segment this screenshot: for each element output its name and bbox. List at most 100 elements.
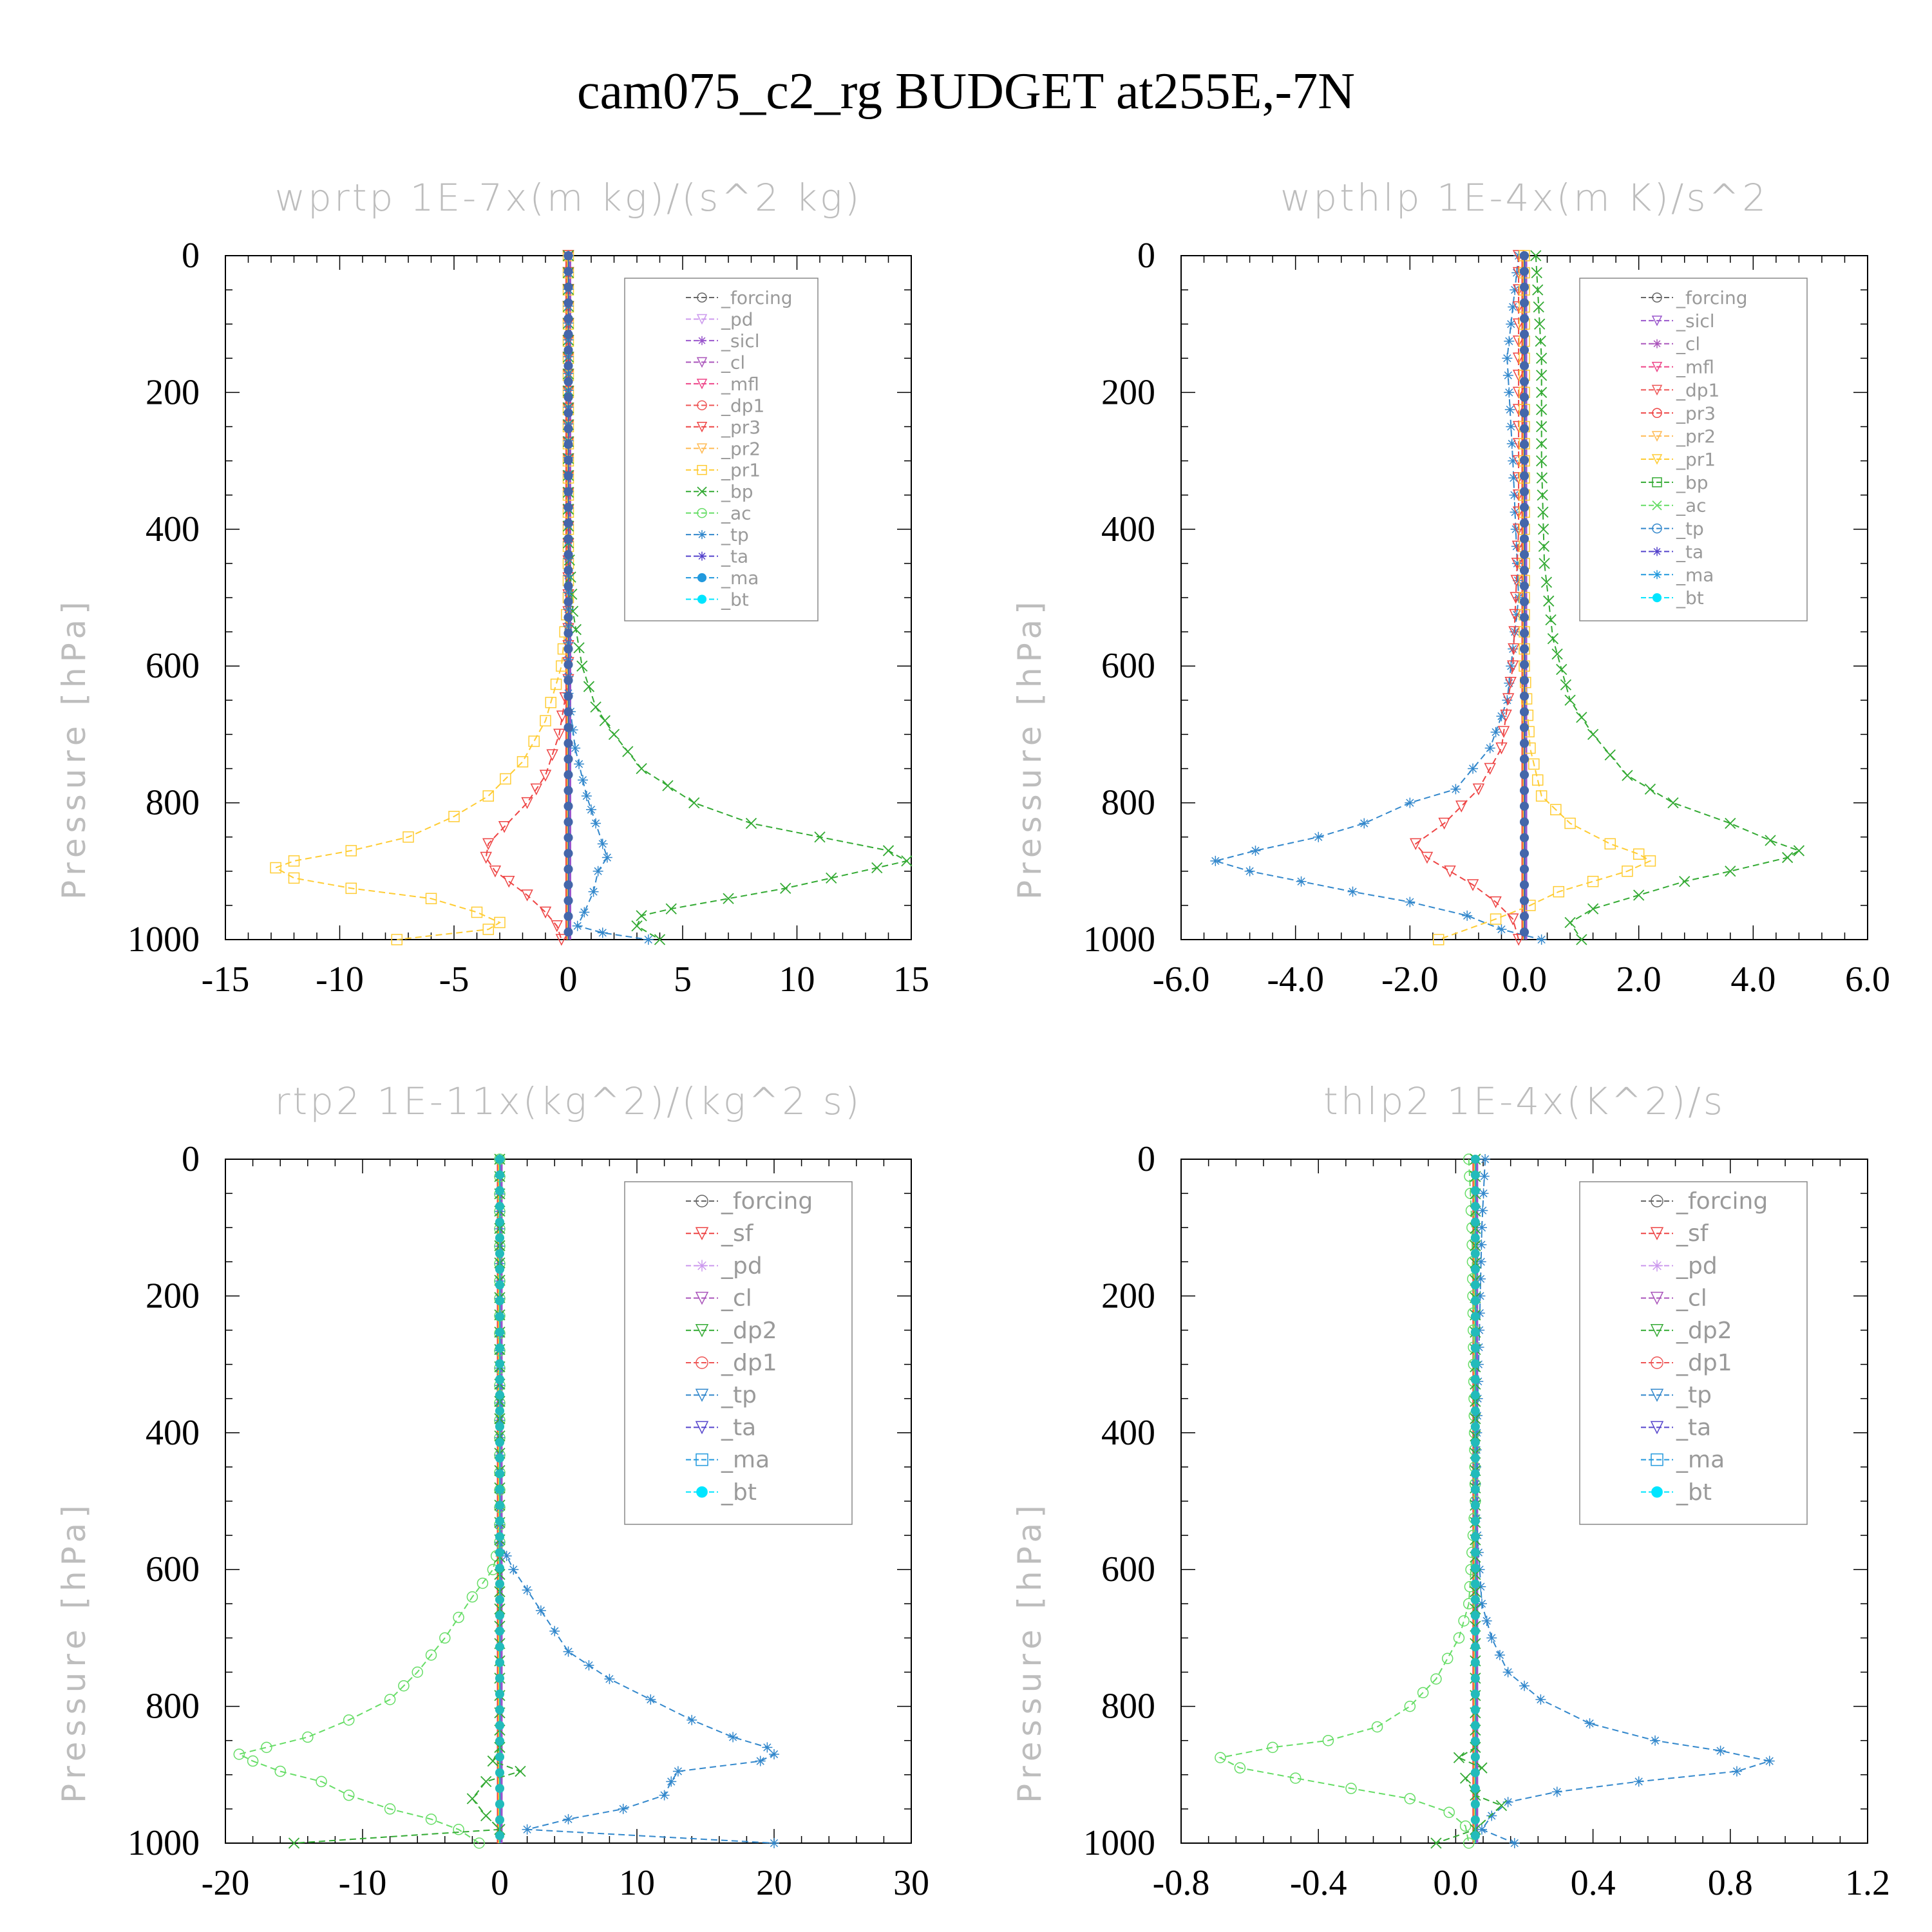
- data-point: [1470, 1186, 1480, 1195]
- data-point: [1494, 1649, 1505, 1660]
- data-point: [545, 697, 557, 708]
- data-point: [1781, 851, 1794, 864]
- data-point: [1519, 314, 1530, 323]
- data-point: [495, 1611, 505, 1620]
- legend-marker: [696, 379, 708, 390]
- data-point: [1519, 392, 1530, 402]
- data-point: [540, 715, 551, 726]
- legend-label: _ma: [1676, 1447, 1725, 1473]
- data-point: [495, 1296, 505, 1305]
- data-point: [1519, 896, 1530, 905]
- legend-marker: [1653, 339, 1662, 348]
- x-tick-label: 1.2: [1845, 1863, 1890, 1903]
- data-point: [494, 916, 506, 929]
- data-point: [1405, 896, 1416, 907]
- data-point: [1458, 1615, 1470, 1627]
- data-point: [530, 783, 543, 796]
- data-point: [471, 906, 483, 918]
- legend-label: _ta: [1676, 541, 1703, 562]
- data-point: [1490, 913, 1502, 925]
- data-point: [1210, 855, 1221, 866]
- data-point: [1475, 1256, 1486, 1267]
- legend-label: _sicl: [721, 330, 760, 352]
- legend-marker: [697, 530, 706, 540]
- y-tick-label: 400: [146, 509, 200, 549]
- series-bt: [495, 1154, 505, 1843]
- data-point: [573, 642, 585, 654]
- data-point: [1539, 558, 1550, 569]
- data-point: [1519, 739, 1530, 748]
- data-point: [495, 1264, 505, 1274]
- x-tick-label: 0.4: [1571, 1863, 1616, 1903]
- data-point: [1519, 786, 1530, 795]
- data-point: [631, 920, 643, 932]
- x-tick-label: 15: [893, 960, 929, 999]
- data-point: [1519, 267, 1530, 276]
- data-point: [1504, 404, 1515, 415]
- data-point: [564, 424, 573, 433]
- data-point: [1453, 1632, 1465, 1644]
- data-point: [1536, 386, 1548, 399]
- data-point: [508, 1564, 519, 1575]
- y-tick-label: 400: [1101, 1413, 1155, 1453]
- data-point: [1543, 595, 1555, 607]
- legend-marker: [1650, 1227, 1664, 1240]
- data-point: [1519, 345, 1530, 355]
- data-point: [482, 923, 494, 935]
- data-point: [1564, 916, 1576, 929]
- legend-marker: [1651, 1356, 1663, 1369]
- data-point: [1470, 1374, 1480, 1385]
- data-point: [233, 1748, 245, 1760]
- x-tick-label: 10: [779, 960, 815, 999]
- x-tick-label: 10: [619, 1863, 655, 1903]
- data-point: [687, 1714, 697, 1725]
- data-point: [564, 880, 573, 890]
- y-tick-label: 1000: [128, 920, 200, 960]
- data-point: [570, 743, 581, 753]
- data-point: [522, 1824, 533, 1835]
- data-point: [1519, 927, 1530, 937]
- data-point: [564, 660, 573, 670]
- data-point: [583, 1660, 594, 1671]
- x-tick-label: 0: [560, 960, 578, 999]
- data-point: [1470, 1595, 1480, 1604]
- legend-marker: [696, 1260, 708, 1272]
- data-point: [590, 701, 601, 713]
- data-point: [1267, 1741, 1278, 1754]
- data-point: [1511, 541, 1522, 552]
- legend-label: _tp: [721, 524, 749, 545]
- data-point: [564, 565, 573, 575]
- data-point: [1459, 1772, 1472, 1784]
- legend-marker: [697, 507, 707, 518]
- legend-label: _ma: [721, 1447, 770, 1473]
- series-bt: [1470, 1154, 1480, 1843]
- data-point: [1453, 1752, 1465, 1763]
- data-point: [564, 597, 573, 607]
- data-point: [608, 728, 620, 741]
- data-point: [1470, 1170, 1480, 1180]
- data-point: [1506, 439, 1517, 450]
- panel-4: thlp2 1E-4x(K^2)/s Pressure [hPa] 0 200 400 6…: [1011, 1079, 1890, 1903]
- data-point: [1536, 421, 1548, 433]
- data-point: [495, 1154, 505, 1164]
- data-point: [495, 1406, 505, 1416]
- data-point: [1495, 742, 1508, 755]
- data-point: [1470, 1469, 1480, 1479]
- data-point: [1587, 875, 1599, 887]
- data-point: [1475, 1273, 1486, 1284]
- data-point: [1509, 609, 1521, 621]
- data-point: [597, 838, 608, 849]
- x-tick-label: -15: [202, 960, 250, 999]
- legend-marker: [695, 1324, 709, 1338]
- data-point: [1679, 876, 1690, 887]
- data-point: [1470, 1611, 1480, 1620]
- data-point: [1531, 267, 1542, 279]
- data-point: [1725, 817, 1736, 829]
- data-point: [1470, 1783, 1480, 1794]
- data-point: [1650, 1735, 1661, 1746]
- legend-label: _pd: [1676, 1253, 1718, 1279]
- legend-marker: [1651, 1486, 1663, 1498]
- data-point: [599, 715, 611, 726]
- data-point: [577, 775, 588, 786]
